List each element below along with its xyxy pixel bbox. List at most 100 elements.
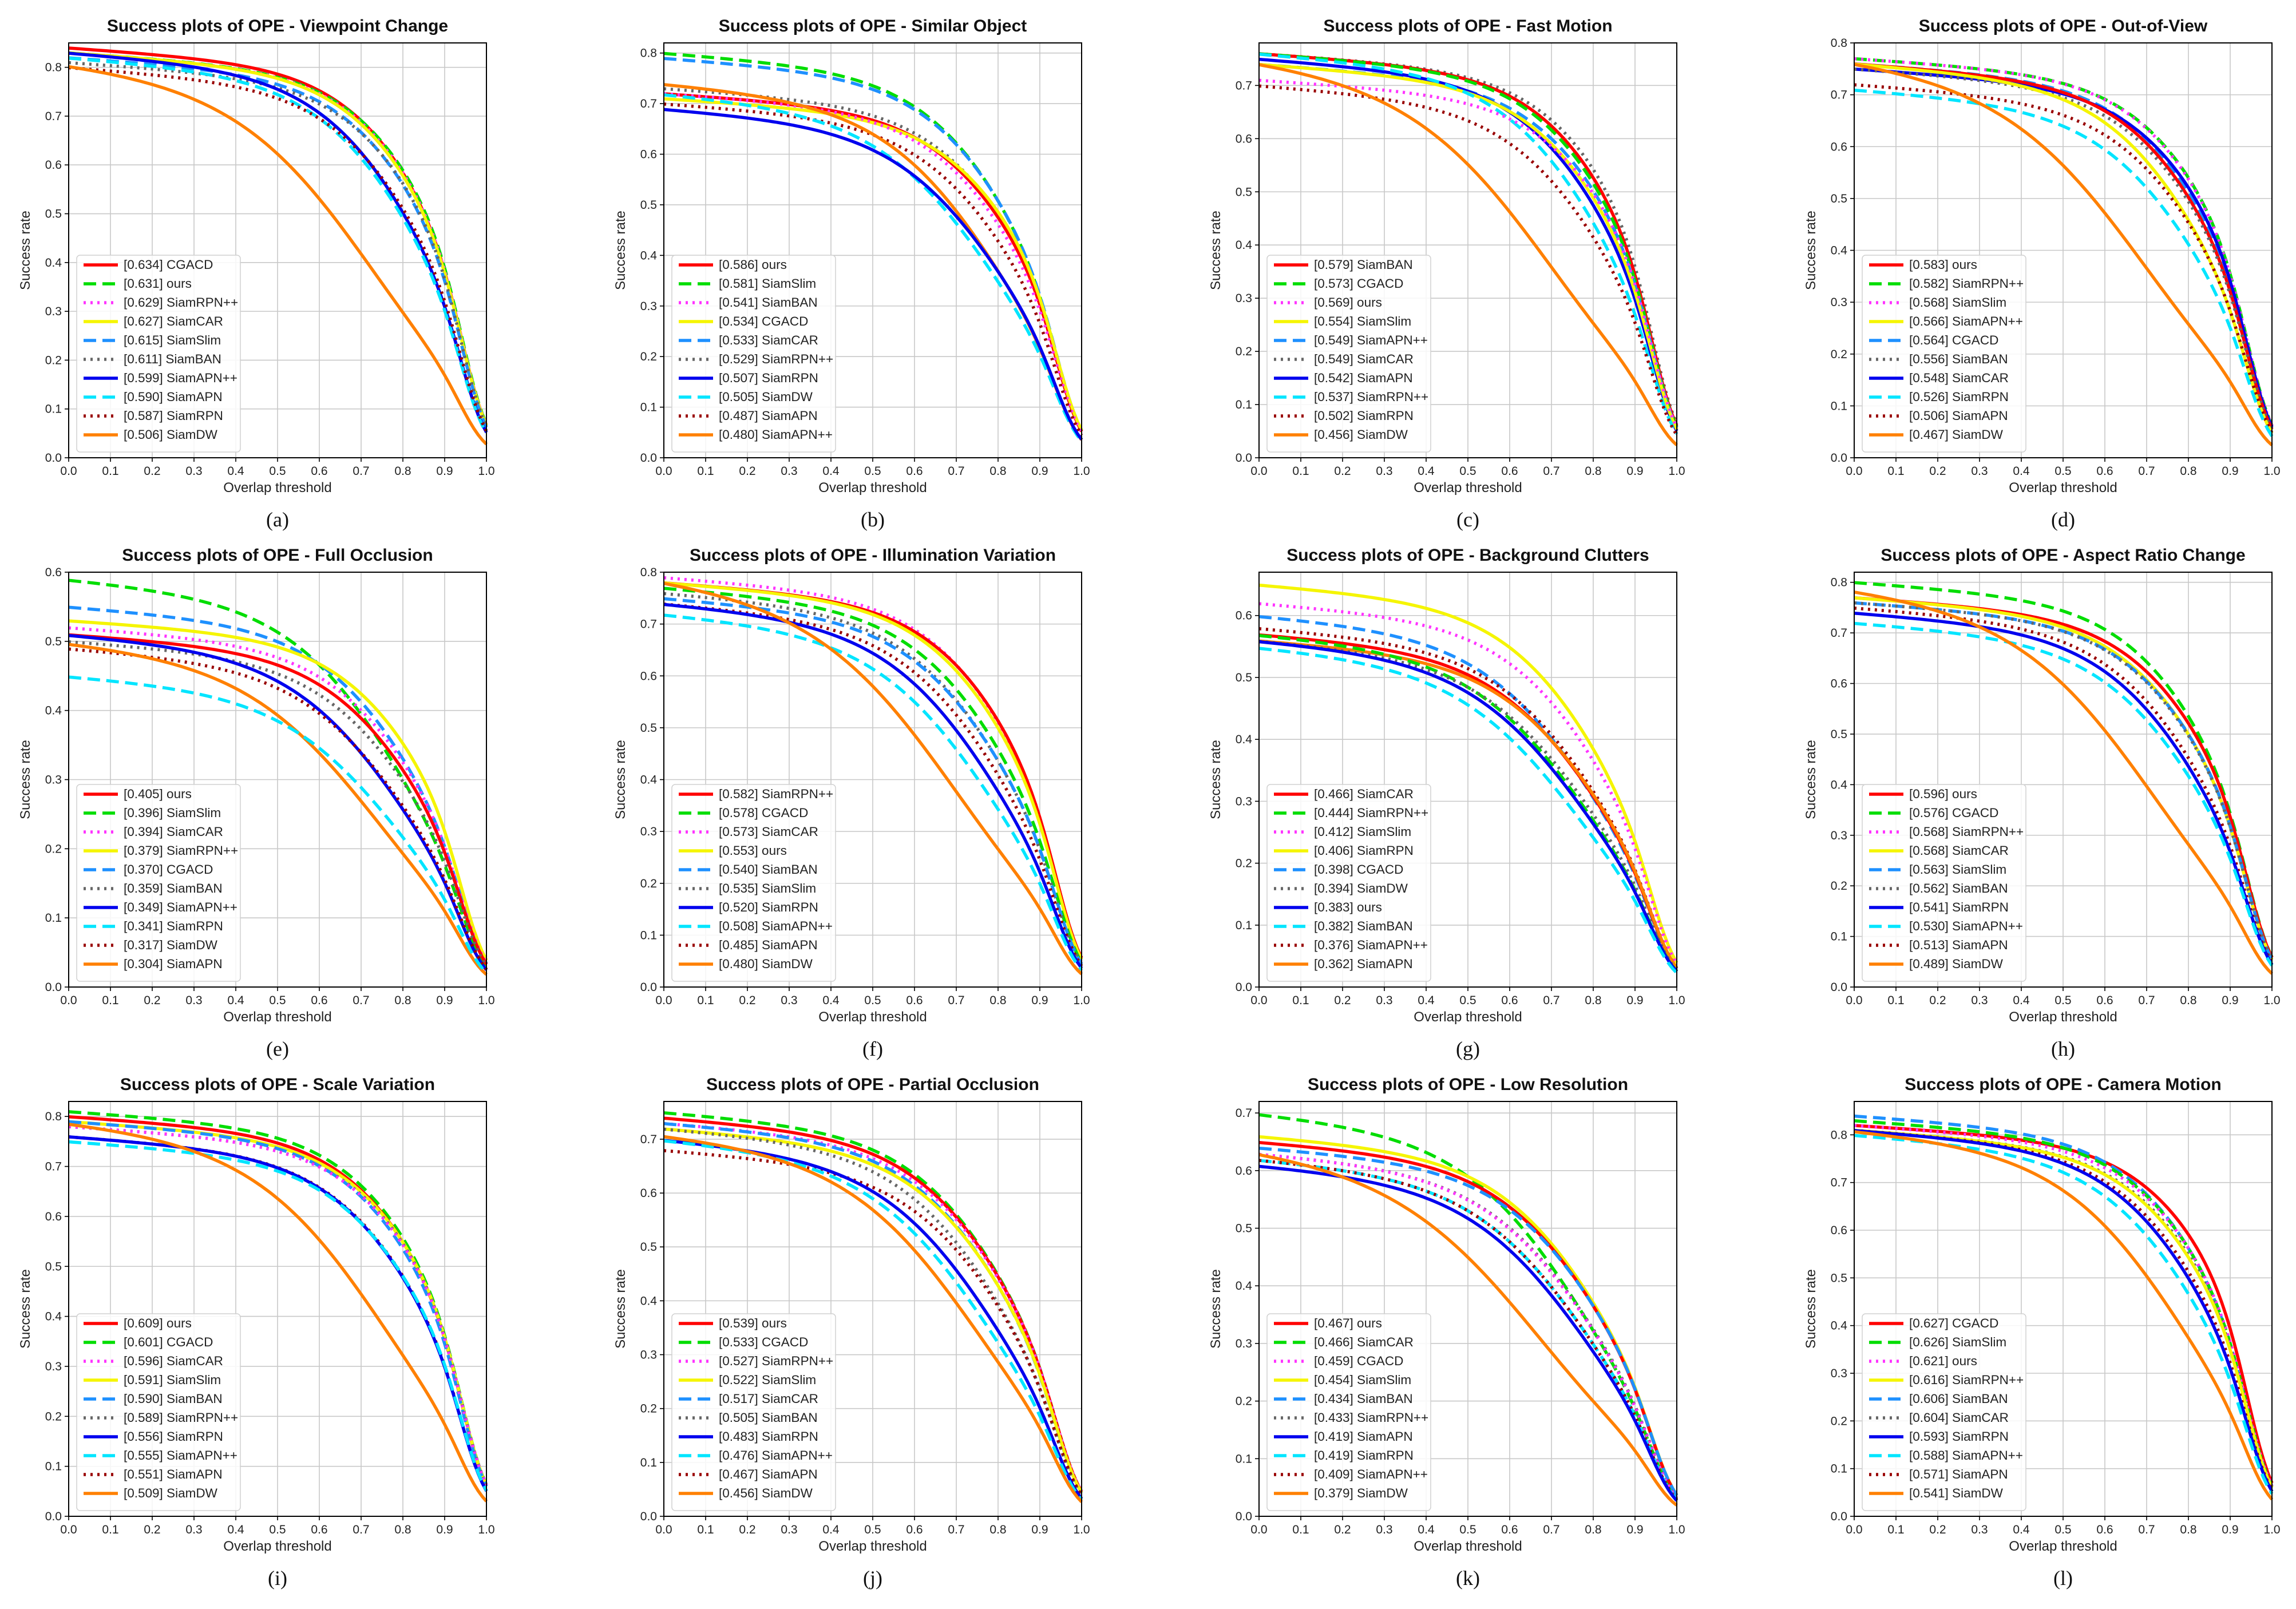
series-line-siamapn xyxy=(68,675,488,974)
plot-frame xyxy=(1854,1101,2273,1517)
x-tick-label: 0.0 xyxy=(60,1523,77,1536)
series-line-siamslim xyxy=(68,605,488,965)
legend-entry: [0.434] SiamBAN xyxy=(1314,1392,1413,1406)
y-tick-label: 0.7 xyxy=(640,618,657,631)
legend-entry: [0.526] SiamRPN xyxy=(1909,390,2009,404)
chart-title: Success plots of OPE - Background Clutte… xyxy=(1286,546,1649,565)
legend-entry: [0.549] SiamAPN++ xyxy=(1314,333,1428,347)
x-tick-label: 0.9 xyxy=(2222,994,2238,1007)
legend-entry: [0.487] SiamAPN xyxy=(719,409,818,423)
y-tick-label: 0.8 xyxy=(640,47,657,60)
subfigure-caption: (g) xyxy=(1456,1037,1480,1060)
x-tick-label: 1.0 xyxy=(1073,465,1090,478)
legend-entry: [0.549] SiamCAR xyxy=(1314,352,1414,366)
x-tick-label: 0.3 xyxy=(1376,1523,1392,1536)
y-tick-label: 0.4 xyxy=(45,256,62,270)
legend-entry: [0.459] CGACD xyxy=(1314,1354,1403,1368)
x-tick-label: 0.0 xyxy=(655,1523,672,1536)
legend-entry: [0.349] SiamAPN++ xyxy=(124,900,237,914)
x-tick-label: 0.2 xyxy=(1334,994,1351,1007)
series-line-siamdw xyxy=(1854,62,2273,446)
legend-entry: [0.505] SiamDW xyxy=(719,390,813,404)
legend-entry: [0.454] SiamSlim xyxy=(1314,1373,1411,1387)
y-tick-label: 0.3 xyxy=(1831,829,1847,842)
legend-entry: [0.539] ours xyxy=(719,1316,787,1330)
legend-entry: [0.409] SiamAPN++ xyxy=(1314,1467,1428,1481)
x-axis-label: Overlap threshold xyxy=(223,1009,331,1025)
y-tick-label: 0.4 xyxy=(45,1310,62,1323)
y-tick-label: 0.5 xyxy=(1236,671,1252,684)
series-line-siamapn xyxy=(1854,621,2274,967)
series-line-siamcar xyxy=(68,1120,488,1486)
series-line-siamapnpp xyxy=(68,633,488,971)
legend-entry: [0.571] SiamAPN xyxy=(1909,1467,2008,1481)
series-line-siamapnpp xyxy=(1854,1129,2274,1492)
legend-entry: [0.509] SiamDW xyxy=(124,1486,218,1500)
y-tick-label: 0.2 xyxy=(640,877,657,890)
x-tick-label: 0.6 xyxy=(1501,465,1518,478)
series-line-ours xyxy=(1854,1119,2274,1487)
series-line-ours xyxy=(1854,581,2274,958)
series-line-siamslim xyxy=(68,1120,488,1487)
legend-entry: [0.502] SiamRPN xyxy=(1314,409,1414,423)
x-tick-label: 0.4 xyxy=(227,994,244,1007)
x-tick-label: 0.3 xyxy=(185,994,202,1007)
legend-entry: [0.601] CGACD xyxy=(124,1335,213,1349)
y-tick-label: 0.1 xyxy=(45,403,62,416)
y-tick-label: 0.6 xyxy=(1831,677,1847,691)
legend-entry: [0.588] SiamAPN++ xyxy=(1909,1448,2023,1463)
legend-entry: [0.590] SiamBAN xyxy=(124,1392,223,1406)
series-line-ours xyxy=(663,586,1083,964)
legend-entry: [0.370] CGACD xyxy=(124,862,213,877)
legend-entry: [0.513] SiamAPN xyxy=(1909,938,2008,952)
series-line-ours xyxy=(663,51,1083,431)
y-tick-label: 0.3 xyxy=(1236,795,1252,808)
legend-entry: [0.634] CGACD xyxy=(124,257,213,272)
y-axis-label: Success rate xyxy=(1803,211,1819,290)
y-tick-label: 0.4 xyxy=(640,774,658,787)
y-tick-label: 0.4 xyxy=(1236,733,1253,746)
plot-frame xyxy=(663,572,1082,988)
y-tick-label: 0.6 xyxy=(45,158,62,172)
legend-entry: [0.573] SiamCAR xyxy=(719,825,818,839)
x-tick-label: 0.0 xyxy=(655,465,672,478)
chart-title: Success plots of OPE - Aspect Ratio Chan… xyxy=(1881,546,2245,565)
series-line-siamcar xyxy=(1258,583,1679,964)
legend-entry: [0.483] SiamRPN xyxy=(719,1429,818,1444)
x-tick-label: 0.4 xyxy=(822,994,840,1007)
legend-entry: [0.529] SiamRPN++ xyxy=(719,352,833,366)
legend-box xyxy=(1862,784,2026,982)
y-tick-label: 0.2 xyxy=(1236,857,1252,870)
series-line-siamrpn xyxy=(1258,1159,1679,1501)
x-tick-label: 0.7 xyxy=(2138,994,2155,1007)
legend-entry: [0.522] SiamSlim xyxy=(719,1373,816,1387)
y-tick-label: 0.5 xyxy=(45,635,62,648)
legend-entry: [0.556] SiamBAN xyxy=(1909,352,2008,366)
legend-entry: [0.627] CGACD xyxy=(1909,1316,1998,1330)
series-line-siamapnpp xyxy=(663,603,1083,969)
x-tick-label: 0.7 xyxy=(2138,1523,2155,1536)
legend-entry: [0.581] SiamSlim xyxy=(719,276,816,291)
y-tick-label: 0.0 xyxy=(1236,981,1252,994)
legend-entry: [0.554] SiamSlim xyxy=(1314,314,1411,328)
legend-entry: [0.376] SiamAPN++ xyxy=(1314,938,1428,952)
legend-entry: [0.456] SiamDW xyxy=(719,1486,813,1500)
legend-entry: [0.467] ours xyxy=(1314,1316,1382,1330)
x-tick-label: 1.0 xyxy=(2263,1523,2280,1536)
y-tick-label: 0.1 xyxy=(45,911,62,925)
series-line-siamban xyxy=(68,61,488,427)
series-line-siamrpnpp xyxy=(68,1125,488,1486)
x-tick-label: 0.0 xyxy=(1250,994,1267,1007)
y-tick-label: 0.5 xyxy=(45,1260,62,1273)
x-tick-label: 0.1 xyxy=(102,465,118,478)
y-tick-label: 0.3 xyxy=(1831,1367,1847,1380)
x-tick-label: 0.1 xyxy=(1292,465,1309,478)
chart-title: Success plots of OPE - Camera Motion xyxy=(1905,1075,2221,1094)
x-tick-label: 0.2 xyxy=(144,994,160,1007)
x-tick-label: 0.4 xyxy=(1418,465,1435,478)
legend-entry: [0.405] ours xyxy=(124,787,192,801)
y-tick-label: 0.0 xyxy=(1236,1510,1252,1523)
y-axis-label: Success rate xyxy=(1803,1269,1819,1349)
x-tick-label: 0.4 xyxy=(1418,994,1435,1007)
